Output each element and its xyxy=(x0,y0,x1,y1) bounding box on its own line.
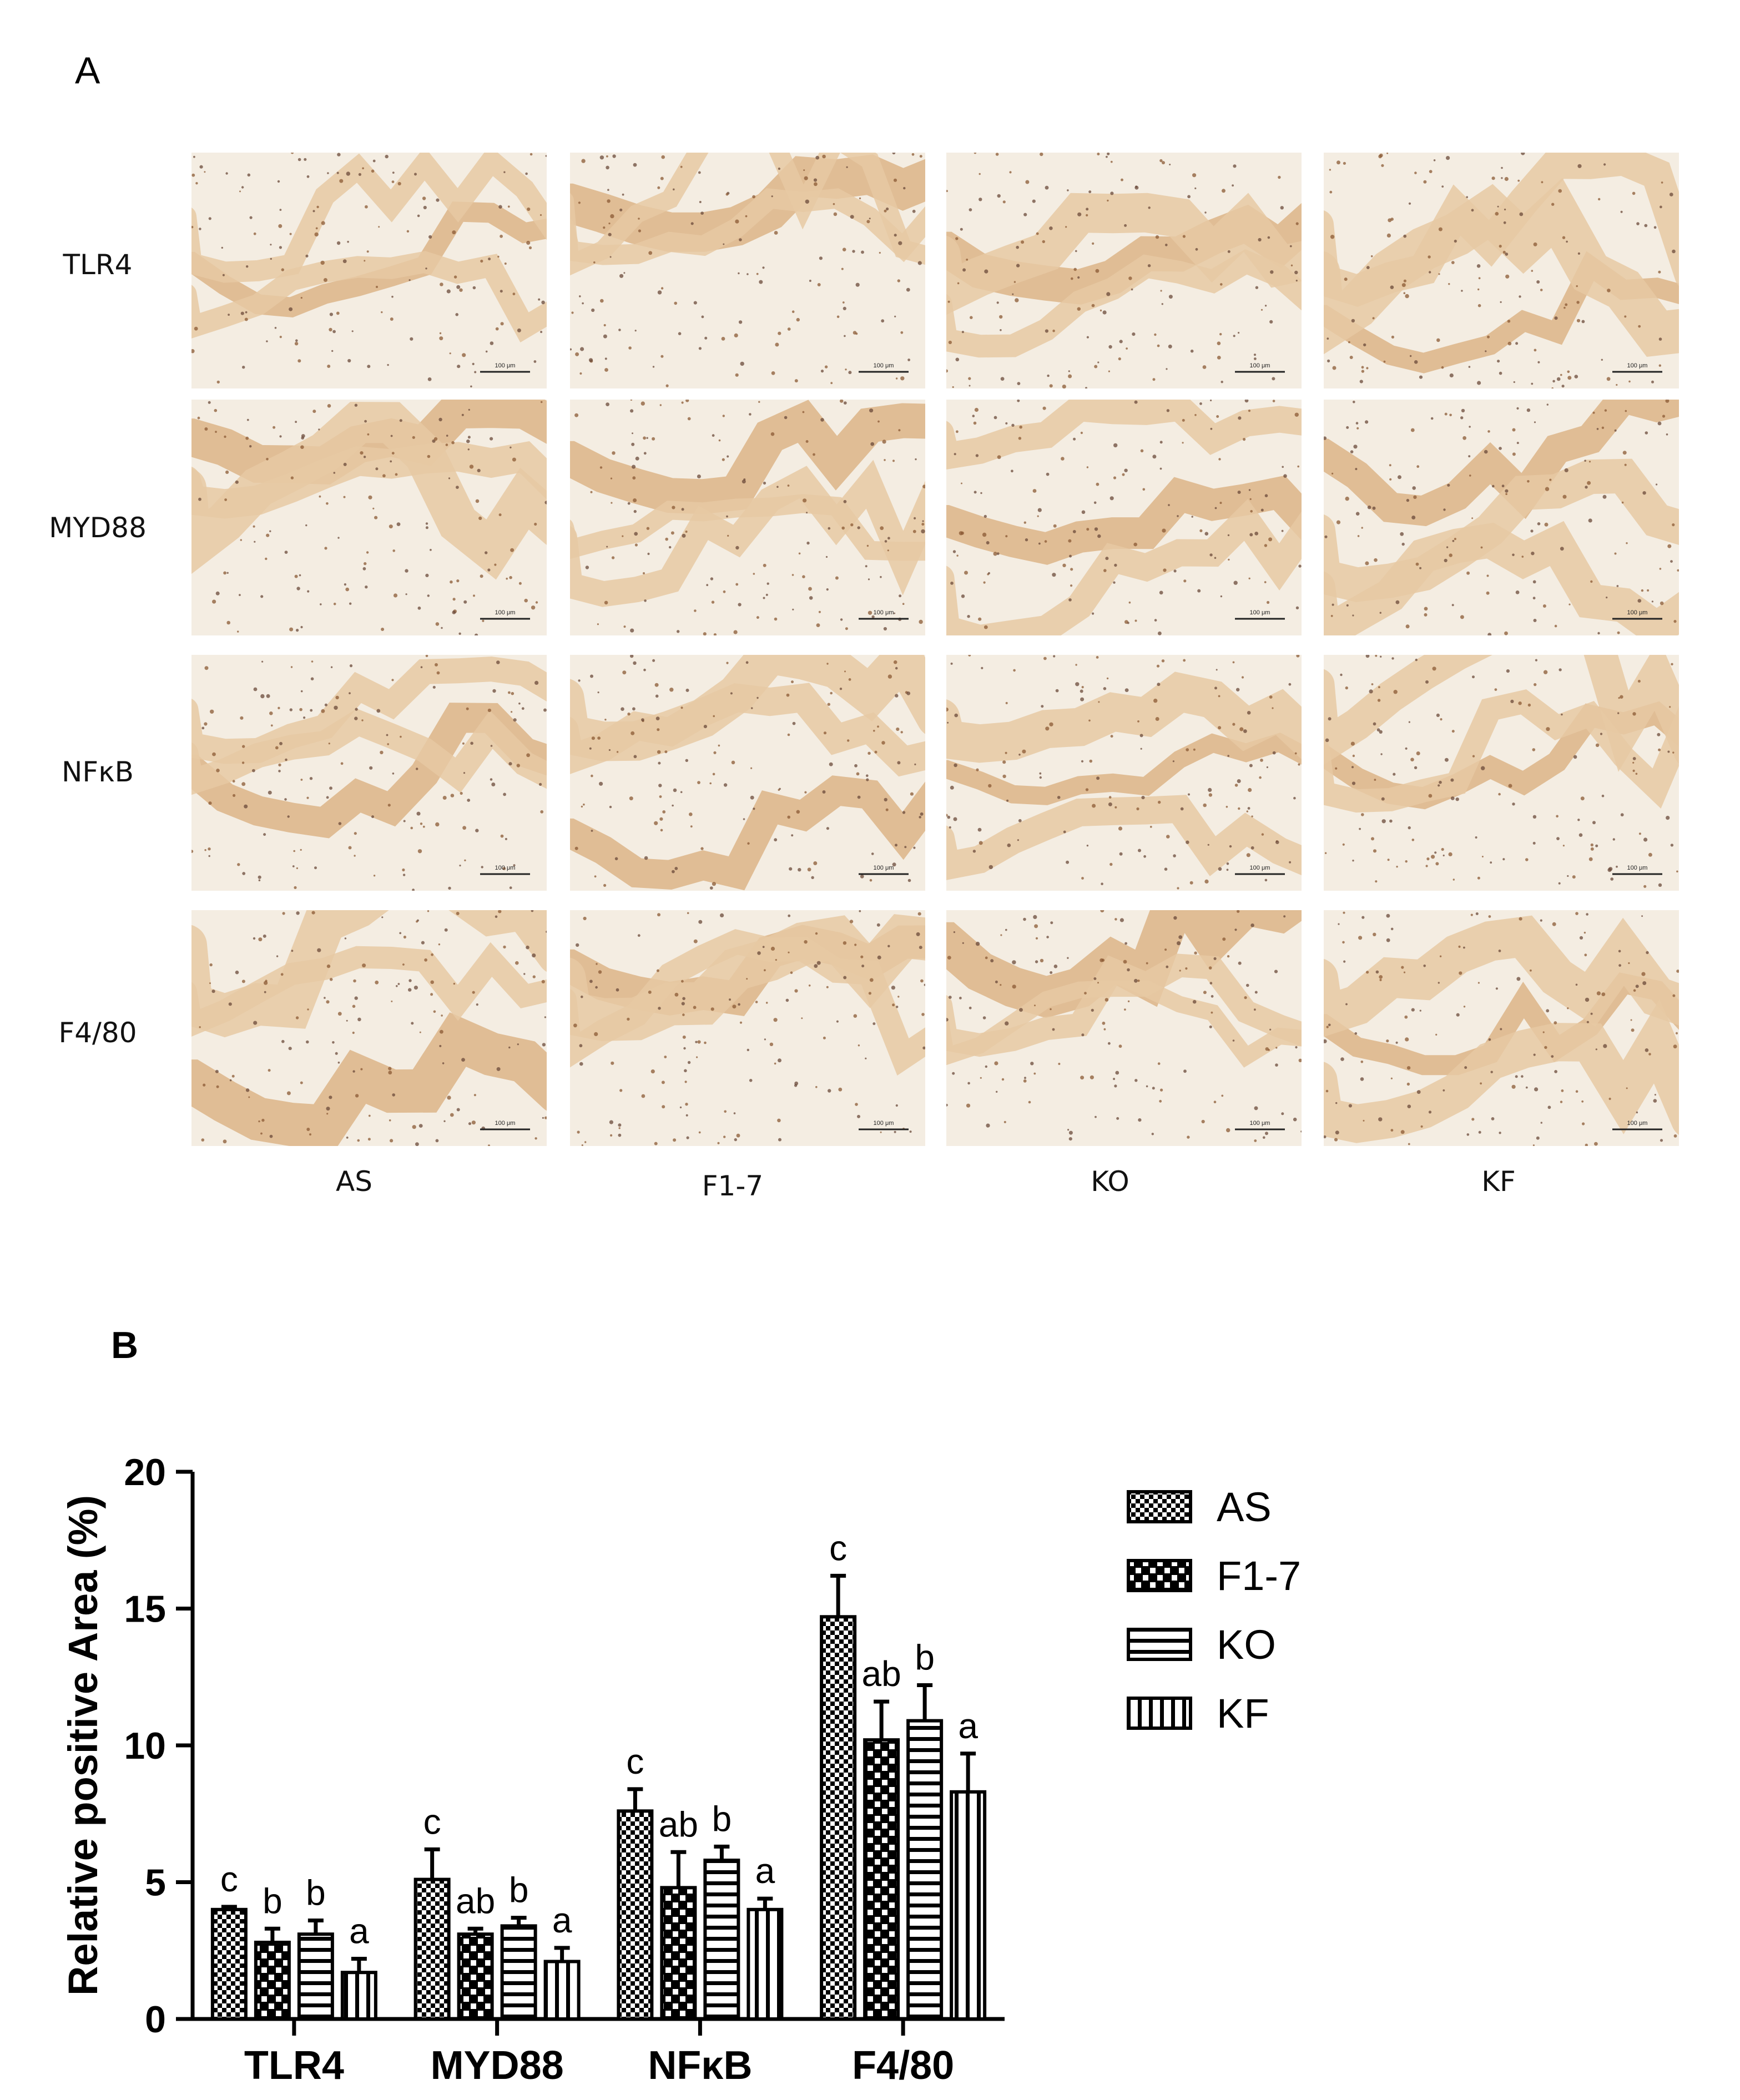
x-tick-label-2: NFκB xyxy=(648,2043,752,2088)
scale-bar-label: 100 μm xyxy=(495,1120,516,1127)
scale-bar-label: 100 μm xyxy=(1250,1120,1270,1127)
bar-f17-3 xyxy=(863,1738,900,2021)
col-label-as: AS xyxy=(336,1165,372,1198)
micrograph-nfb-kf: 100 μm xyxy=(1324,655,1679,891)
scale-bar-label: 100 μm xyxy=(874,1120,894,1127)
row-label-nfkb: NFκB xyxy=(62,756,134,788)
y-tick-label-0: 0 xyxy=(145,1998,166,2041)
sig-letter-3-1: a xyxy=(552,1900,572,1940)
bar-ko-3 xyxy=(906,1719,944,2021)
bar-as-1 xyxy=(413,1877,451,2021)
sig-letter-1-1: ab xyxy=(456,1881,495,1921)
bar-kf-0 xyxy=(340,1971,377,2021)
legend-item-f17: F1-7 xyxy=(1127,1552,1302,1599)
legend-swatch xyxy=(1127,1559,1192,1592)
scale-bar-label: 100 μm xyxy=(874,609,894,616)
sig-letter-3-2: a xyxy=(755,1851,775,1891)
col-label-f1-7: F1-7 xyxy=(702,1170,764,1202)
scale-bar-label: 100 μm xyxy=(874,362,894,369)
micrograph-tlr4-f17: 100 μm xyxy=(570,153,925,388)
micrograph-f480-kf: 100 μm xyxy=(1324,910,1679,1146)
micrograph-f480-as: 100 μm xyxy=(191,910,547,1146)
bar-as-0 xyxy=(210,1907,248,2021)
micrograph-nfb-as: 100 μm xyxy=(191,655,547,891)
bar-f17-1 xyxy=(457,1932,494,2021)
micrograph-nfb-f17: 100 μm xyxy=(570,655,925,891)
x-tick-label-1: MYD88 xyxy=(431,2043,564,2088)
bar-kf-1 xyxy=(543,1960,581,2021)
scale-bar-label: 100 μm xyxy=(1627,865,1648,871)
scale-bar-label: 100 μm xyxy=(495,609,516,616)
y-tick-label-20: 20 xyxy=(124,1451,166,1493)
micrograph-myd88-as: 100 μm xyxy=(191,400,547,635)
x-tick-label-0: TLR4 xyxy=(244,2043,344,2088)
sig-letter-3-0: a xyxy=(349,1911,369,1951)
y-tick-label-10: 10 xyxy=(124,1725,166,1767)
sig-letter-0-1: c xyxy=(423,1801,441,1841)
scale-bar-label: 100 μm xyxy=(495,865,516,871)
scale-bar-label: 100 μm xyxy=(1627,1120,1648,1127)
y-tick-label-15: 15 xyxy=(124,1588,166,1630)
legend-item-ko: KO xyxy=(1127,1621,1276,1668)
sig-letter-2-1: b xyxy=(509,1870,529,1910)
panel-a-letter: A xyxy=(75,49,100,92)
bar-f17-0 xyxy=(254,1940,291,2021)
legend-label: KF xyxy=(1217,1690,1269,1736)
sig-letter-0-3: c xyxy=(829,1528,847,1568)
row-label-f480: F4/80 xyxy=(58,1017,137,1049)
legend-swatch xyxy=(1127,1628,1192,1661)
micrograph-nfb-ko: 100 μm xyxy=(946,655,1302,891)
legend-label: AS xyxy=(1217,1483,1272,1530)
legend-label: KO xyxy=(1217,1621,1276,1668)
micrograph-tlr4-ko: 100 μm xyxy=(946,153,1302,388)
micrograph-f480-f17: 100 μm xyxy=(570,910,925,1146)
micrograph-f480-ko: 100 μm xyxy=(946,910,1302,1146)
panel-b-letter: B xyxy=(111,1324,139,1366)
bar-kf-3 xyxy=(950,1790,987,2021)
legend-swatch xyxy=(1127,1490,1192,1523)
sig-letter-1-0: b xyxy=(263,1881,283,1921)
sig-letter-2-2: b xyxy=(712,1799,732,1839)
y-axis-label: Relative positive Area (%) xyxy=(60,1495,106,1996)
scale-bar-label: 100 μm xyxy=(874,865,894,871)
legend-swatch xyxy=(1127,1697,1192,1730)
sig-letter-2-3: b xyxy=(915,1638,935,1678)
col-label-ko: KO xyxy=(1091,1165,1129,1198)
bar-as-3 xyxy=(820,1615,857,2021)
y-tick-label-5: 5 xyxy=(145,1862,166,1904)
micrograph-tlr4-kf: 100 μm xyxy=(1324,153,1679,388)
bar-f17-2 xyxy=(660,1886,697,2021)
legend-item-kf: KF xyxy=(1127,1690,1269,1736)
bar-ko-0 xyxy=(297,1932,334,2021)
micrograph-myd88-f17: 100 μm xyxy=(570,400,925,635)
micrograph-myd88-ko: 100 μm xyxy=(946,400,1302,635)
sig-letter-3-3: a xyxy=(958,1706,978,1746)
scale-bar-label: 100 μm xyxy=(1250,865,1270,871)
legend-label: F1-7 xyxy=(1217,1552,1302,1599)
scale-bar-label: 100 μm xyxy=(1627,609,1648,616)
sig-letter-0-2: c xyxy=(626,1741,644,1781)
x-tick-label-3: F4/80 xyxy=(852,2043,954,2088)
row-label-myd88: MYD88 xyxy=(49,512,147,544)
col-label-kf: KF xyxy=(1481,1165,1516,1198)
scale-bar-label: 100 μm xyxy=(1250,609,1270,616)
sig-letter-2-0: b xyxy=(306,1873,326,1913)
sig-letter-0-0: c xyxy=(220,1859,238,1899)
scale-bar-label: 100 μm xyxy=(1250,362,1270,369)
row-label-tlr4: TLR4 xyxy=(63,249,133,281)
bar-kf-2 xyxy=(747,1907,784,2021)
sig-letter-1-2: ab xyxy=(659,1804,698,1844)
bar-as-2 xyxy=(617,1809,654,2021)
legend-item-as: AS xyxy=(1127,1483,1272,1530)
scale-bar-label: 100 μm xyxy=(1627,362,1648,369)
scale-bar-label: 100 μm xyxy=(495,362,516,369)
micrograph-myd88-kf: 100 μm xyxy=(1324,400,1679,635)
bar-ko-2 xyxy=(703,1859,740,2021)
bar-ko-1 xyxy=(500,1924,537,2021)
micrograph-tlr4-as: 100 μm xyxy=(191,153,547,388)
sig-letter-1-3: ab xyxy=(862,1654,901,1694)
